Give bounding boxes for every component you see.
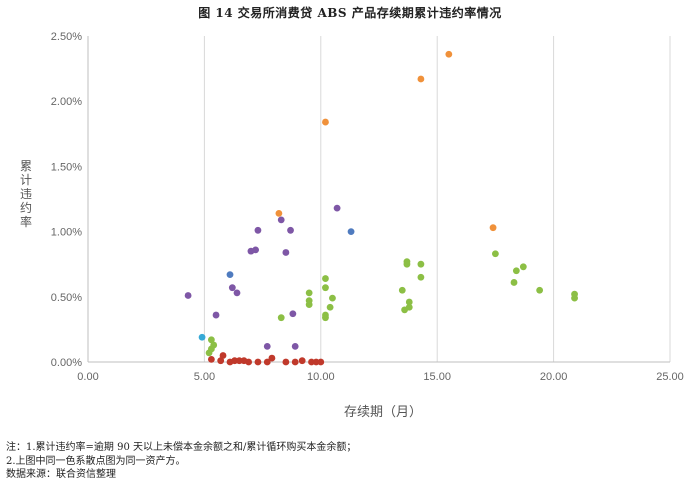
data-point [403, 260, 411, 268]
data-point [252, 246, 260, 254]
data-point [277, 216, 285, 224]
data-point [308, 358, 315, 366]
data-point [489, 224, 497, 232]
data-point [245, 358, 253, 366]
data-point [492, 250, 499, 258]
data-point [322, 284, 329, 292]
y-axis-label-char: 约 [20, 200, 32, 215]
data-point [254, 226, 262, 234]
data-point [254, 358, 262, 366]
data-point [510, 279, 518, 286]
y-axis-label-char: 率 [20, 214, 32, 229]
data-point [282, 358, 290, 366]
footnotes: 注：1.累计违约率=逾期 90 天以上未偿本金余额之和/累计循环购买本金余额； … [6, 441, 356, 482]
y-tick-label: 0.50% [51, 292, 82, 304]
data-point [512, 267, 520, 275]
data-point [226, 271, 234, 279]
y-axis-label-char: 累 [20, 159, 32, 173]
data-point [417, 75, 425, 83]
data-point [571, 294, 578, 302]
x-axis-label: 存续期（月） [344, 404, 422, 419]
data-source: 数据来源：联合资信整理 [6, 469, 116, 480]
grid-lines [203, 36, 671, 362]
data-point [445, 50, 453, 58]
data-point [212, 311, 220, 319]
data-point [233, 289, 241, 297]
data-point [417, 260, 425, 268]
x-tick-label: 5.00 [194, 371, 215, 383]
data-point [235, 357, 243, 365]
data-point [184, 292, 192, 299]
y-axis-label-char: 违 [20, 187, 32, 201]
data-point [287, 226, 294, 234]
x-tick-label: 10.00 [307, 371, 335, 383]
x-tick-label: 15.00 [423, 371, 451, 383]
data-point [312, 358, 320, 366]
y-tick-label: 2.00% [51, 96, 82, 108]
data-point [329, 294, 336, 302]
data-point [405, 303, 413, 311]
data-point [347, 228, 355, 236]
x-tick-label: 0.00 [77, 371, 98, 383]
data-point [326, 303, 334, 311]
footnote-1: 注：1.累计违约率=逾期 90 天以上未偿本金余额之和/累计循环购买本金余额； [6, 442, 357, 453]
data-point [231, 357, 239, 365]
data-point [210, 341, 218, 349]
data-point [317, 358, 325, 366]
data-point [305, 289, 313, 297]
data-point [322, 314, 329, 322]
data-point [398, 286, 406, 294]
y-tick-labels: 0.00% 0.50% 1.00% 1.50% 2.00% 2.50% [51, 31, 82, 369]
data-point [519, 263, 527, 271]
data-point [228, 284, 236, 292]
y-tick-label: 1.50% [51, 161, 82, 173]
data-point [263, 358, 271, 366]
data-point [536, 286, 544, 294]
data-point [282, 249, 290, 256]
data-points [184, 50, 578, 366]
x-tick-label: 25.00 [656, 371, 684, 383]
data-point [291, 358, 299, 366]
data-point [291, 342, 299, 350]
data-point [207, 336, 215, 344]
x-tick-labels: 0.00 5.00 10.00 15.00 20.00 25.00 [77, 371, 683, 383]
data-point [298, 357, 306, 365]
data-point [305, 301, 313, 309]
data-point [322, 118, 329, 126]
data-point [198, 333, 206, 341]
axes [87, 36, 670, 363]
footnote-2: 2.上图中同一色系散点图为同一资产方。 [6, 455, 186, 467]
y-tick-label: 1.00% [51, 227, 82, 239]
data-point [275, 209, 283, 217]
data-point [417, 273, 425, 281]
y-tick-label: 0.00% [51, 357, 82, 369]
data-point [277, 314, 285, 322]
data-point [219, 352, 227, 359]
data-point [333, 204, 341, 212]
data-point [405, 298, 413, 306]
y-tick-label: 2.50% [51, 31, 82, 43]
y-axis-label: 累计违约率 [20, 159, 32, 229]
data-point [289, 310, 297, 318]
data-point [268, 354, 276, 362]
chart-title: 图 14 交易所消费贷 ABS 产品存续期累计违约率情况 [198, 6, 502, 20]
data-point [322, 275, 329, 282]
x-tick-label: 20.00 [540, 371, 568, 383]
data-point [217, 357, 225, 365]
y-axis-label-char: 计 [20, 173, 32, 187]
data-point [263, 342, 271, 350]
data-point [207, 355, 215, 363]
